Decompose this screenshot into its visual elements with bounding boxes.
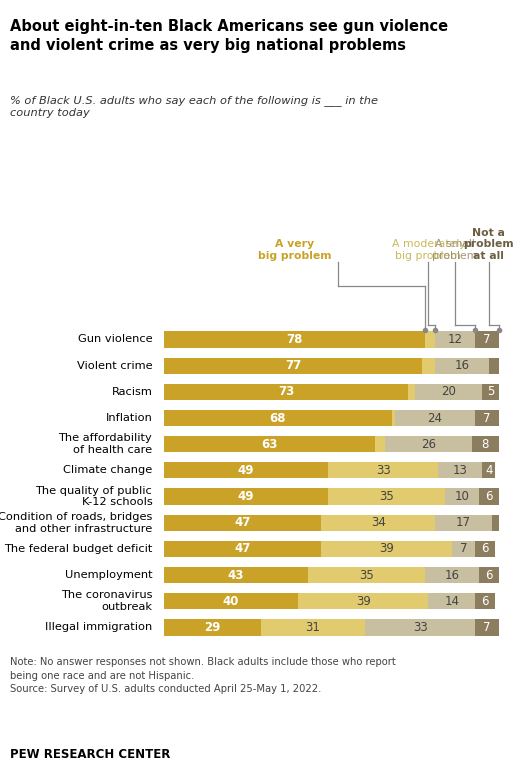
Text: 4: 4 bbox=[485, 464, 492, 477]
Text: 35: 35 bbox=[379, 490, 394, 503]
Text: 34: 34 bbox=[371, 517, 386, 529]
Bar bbox=[164, 541, 321, 557]
Bar bbox=[475, 541, 495, 557]
Text: 6: 6 bbox=[485, 490, 492, 503]
Text: 43: 43 bbox=[228, 569, 244, 582]
Bar bbox=[328, 489, 445, 505]
Bar bbox=[164, 619, 261, 636]
Text: 33: 33 bbox=[376, 464, 391, 477]
Bar bbox=[475, 593, 495, 609]
Text: 26: 26 bbox=[421, 438, 436, 450]
Text: 7: 7 bbox=[483, 412, 491, 425]
Bar bbox=[321, 541, 452, 557]
Bar bbox=[164, 567, 308, 584]
Text: 49: 49 bbox=[238, 490, 254, 503]
Bar bbox=[321, 514, 435, 531]
Bar bbox=[435, 514, 492, 531]
Bar bbox=[365, 619, 475, 636]
Bar bbox=[164, 462, 328, 478]
Bar bbox=[164, 436, 375, 452]
Text: 68: 68 bbox=[269, 412, 286, 425]
Text: 40: 40 bbox=[223, 594, 239, 608]
Text: Note: No answer responses not shown. Black adults include those who report
being: Note: No answer responses not shown. Bla… bbox=[10, 657, 396, 694]
Text: 12: 12 bbox=[448, 333, 463, 346]
Bar bbox=[475, 410, 499, 426]
Text: 77: 77 bbox=[285, 359, 301, 372]
Text: 6: 6 bbox=[485, 569, 492, 582]
Text: 24: 24 bbox=[428, 412, 443, 425]
Bar bbox=[445, 489, 479, 505]
Bar bbox=[439, 462, 482, 478]
Bar bbox=[425, 331, 435, 348]
Text: 14: 14 bbox=[444, 594, 460, 608]
Text: 39: 39 bbox=[356, 594, 370, 608]
Text: 33: 33 bbox=[413, 621, 427, 634]
Text: Not a
problem
at all: Not a problem at all bbox=[463, 228, 514, 261]
Text: 6: 6 bbox=[481, 594, 489, 608]
Bar bbox=[425, 567, 479, 584]
Text: 17: 17 bbox=[456, 517, 471, 529]
Bar bbox=[415, 384, 482, 400]
Bar bbox=[395, 410, 475, 426]
Bar bbox=[489, 358, 499, 373]
Text: 35: 35 bbox=[359, 569, 374, 582]
Bar bbox=[392, 410, 395, 426]
Text: 47: 47 bbox=[234, 542, 251, 555]
Bar bbox=[298, 593, 428, 609]
Bar bbox=[164, 514, 321, 531]
Text: A moderately
big problem: A moderately big problem bbox=[392, 240, 465, 261]
Text: A very
big problem: A very big problem bbox=[258, 240, 331, 261]
Bar bbox=[164, 593, 298, 609]
Bar bbox=[452, 541, 475, 557]
Bar bbox=[482, 384, 499, 400]
Bar bbox=[472, 436, 499, 452]
Text: 8: 8 bbox=[481, 438, 489, 450]
Bar bbox=[475, 619, 499, 636]
Bar bbox=[261, 619, 365, 636]
Text: 7: 7 bbox=[460, 542, 467, 555]
Text: 7: 7 bbox=[483, 621, 491, 634]
Text: 31: 31 bbox=[305, 621, 320, 634]
Bar bbox=[492, 514, 499, 531]
Text: 16: 16 bbox=[444, 569, 460, 582]
Text: 16: 16 bbox=[454, 359, 469, 372]
Text: 39: 39 bbox=[379, 542, 394, 555]
Bar bbox=[328, 462, 439, 478]
Text: A small
problem: A small problem bbox=[432, 240, 478, 261]
Text: PEW RESEARCH CENTER: PEW RESEARCH CENTER bbox=[10, 748, 171, 762]
Text: 47: 47 bbox=[234, 517, 251, 529]
Bar bbox=[435, 331, 475, 348]
Bar bbox=[435, 358, 489, 373]
Text: 20: 20 bbox=[441, 385, 456, 398]
Bar bbox=[482, 462, 495, 478]
Text: 5: 5 bbox=[487, 385, 494, 398]
Bar bbox=[428, 593, 475, 609]
Bar bbox=[479, 567, 499, 584]
Text: 13: 13 bbox=[453, 464, 468, 477]
Text: 63: 63 bbox=[262, 438, 278, 450]
Bar bbox=[164, 384, 408, 400]
Bar bbox=[164, 331, 425, 348]
Bar bbox=[408, 384, 415, 400]
Bar bbox=[375, 436, 385, 452]
Bar bbox=[421, 358, 435, 373]
Text: 49: 49 bbox=[238, 464, 254, 477]
Bar bbox=[475, 331, 499, 348]
Bar bbox=[479, 489, 499, 505]
Bar bbox=[385, 436, 472, 452]
Text: 78: 78 bbox=[287, 333, 303, 346]
Text: 73: 73 bbox=[278, 385, 294, 398]
Text: 6: 6 bbox=[481, 542, 489, 555]
Text: % of Black U.S. adults who say each of the following is ___ in the
country today: % of Black U.S. adults who say each of t… bbox=[10, 95, 378, 118]
Text: 29: 29 bbox=[204, 621, 221, 634]
Text: 10: 10 bbox=[454, 490, 469, 503]
Bar bbox=[164, 358, 421, 373]
Bar bbox=[164, 410, 392, 426]
Text: 7: 7 bbox=[483, 333, 491, 346]
Bar bbox=[308, 567, 425, 584]
Bar bbox=[164, 489, 328, 505]
Text: About eight-in-ten Black Americans see gun violence
and violent crime as very bi: About eight-in-ten Black Americans see g… bbox=[10, 19, 449, 53]
